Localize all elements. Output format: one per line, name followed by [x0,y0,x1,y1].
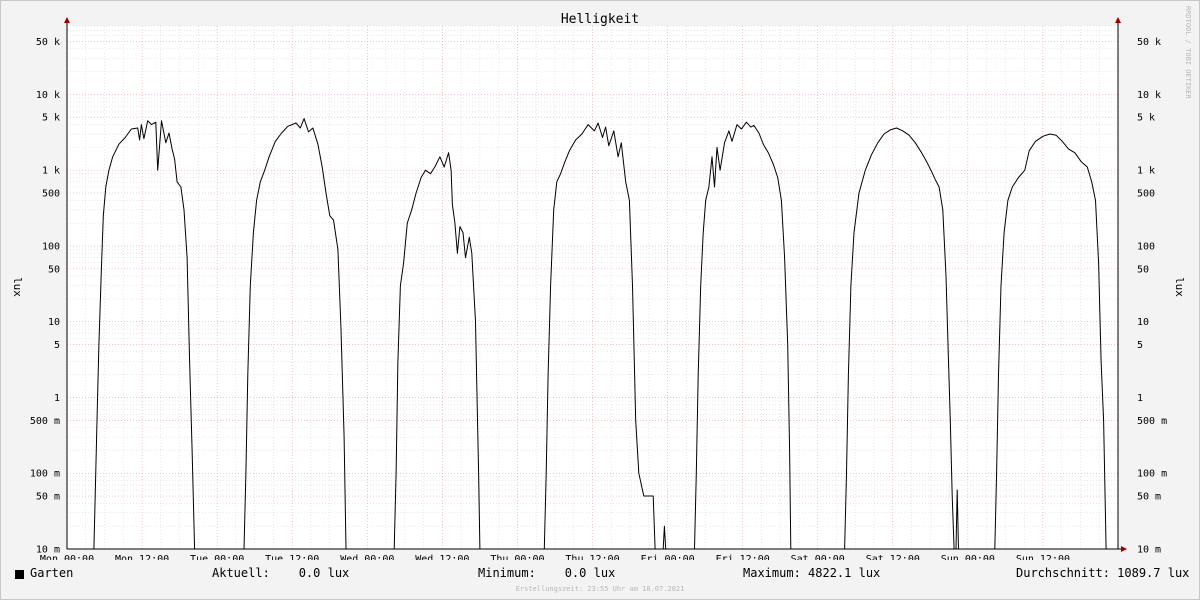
x-tick-label: Sat 00:00 [791,554,845,560]
y-tick-label: 500 [1137,188,1155,199]
y-tick-label: 10 [48,317,60,328]
y-tick-label: 50 m [1137,492,1161,503]
legend-label: Garten [30,566,74,580]
brightness-chart: 10 m 50 m 100 m 500 m 1 5 10 50 100 500 1 k 5 k 10 k… [11,12,1186,560]
y-tick-label: 10 m [1137,545,1161,556]
y-tick-label: 10 [1137,317,1149,328]
series-layer [67,118,1118,550]
x-axis-arrow [1121,546,1127,552]
y-tick-label: 50 [1137,264,1149,275]
series-line-garten [67,118,1118,550]
y-tick-label: 1 k [42,166,60,177]
x-tick-label: Fri 12:00 [716,554,770,560]
x-tick-label: Tue 00:00 [190,554,244,560]
x-tick-label: Wed 00:00 [340,554,394,560]
y-tick-label: 10 k [1137,90,1161,101]
chart-title: Helligkeit [561,12,639,27]
y-tick-label: 10 m [36,545,60,556]
x-tick-label: Mon 00:00 [40,554,94,560]
stat-current: Aktuell: 0.0 lux [212,566,350,580]
y-tick-label: 100 [1137,241,1155,252]
y-tick-label: 100 m [30,469,60,480]
x-tick-label: Wed 12:00 [415,554,469,560]
y-tick-label: 5 k [1137,113,1155,124]
y-tick-label: 100 m [1137,469,1167,480]
y-tick-label: 5 k [42,113,60,124]
stat-maximum: Maximum: 4822.1 lux [743,566,881,580]
x-tick-label: Sun 12:00 [1016,554,1070,560]
y-tick-label: 1 [1137,393,1143,404]
x-tick-label: Sun 00:00 [941,554,995,560]
y-tick-label: 50 k [36,37,60,48]
y-tick-label: 50 k [1137,37,1161,48]
y-tick-label: 1 k [1137,166,1155,177]
axes [64,17,1127,552]
footer-stats: Garten Aktuell: 0.0 lux Minimum: 0.0 lux… [0,566,1200,586]
stat-average: Durchschnitt: 1089.7 lux [1016,566,1190,580]
creation-time: Erstellungszeit: 23:55 Uhr am 18.07.2021 [515,585,685,593]
x-tick-label: Tue 12:00 [265,554,319,560]
y-tick-label: 1 [54,393,60,404]
y-tick-label: 5 [1137,340,1143,351]
y-tick-label: 50 m [36,492,60,503]
grid [66,25,1119,550]
y-tick-label: 10 k [36,90,60,101]
y-tick-label: 500 m [1137,416,1167,427]
y-tick-label: 100 [42,241,60,252]
y-axis-arrow-right [1115,17,1121,23]
legend-swatch-garten [15,570,24,579]
x-tick-label: Thu 12:00 [565,554,619,560]
x-tick-labels: Mon 00:00 Mon 12:00 Tue 00:00 Tue 12:00 Wed … [40,554,1070,560]
x-tick-label: Mon 12:00 [115,554,169,560]
y-axis-label-right: lux [1173,277,1186,297]
y-tick-label: 50 [48,264,60,275]
stat-minimum: Minimum: 0.0 lux [478,566,616,580]
y-axis-label-left: lux [11,277,24,297]
rrdtool-credit: RRDTOOL / TOBI OETIKER [1184,6,1192,99]
x-tick-label: Fri 00:00 [640,554,694,560]
x-tick-label: Sat 12:00 [866,554,920,560]
x-tick-label: Thu 00:00 [490,554,544,560]
y-axis-arrow-left [64,17,70,23]
y-tick-label: 500 [42,188,60,199]
y-tick-label: 500 m [30,416,60,427]
y-tick-label: 5 [54,340,60,351]
y-tick-labels-right: 10 m 50 m 100 m 500 m 1 5 10 50 100 500 1 k 5 k 10 k… [1137,37,1167,556]
y-tick-labels-left: 10 m 50 m 100 m 500 m 1 5 10 50 100 500 1 k 5 k 10 k… [30,37,60,556]
